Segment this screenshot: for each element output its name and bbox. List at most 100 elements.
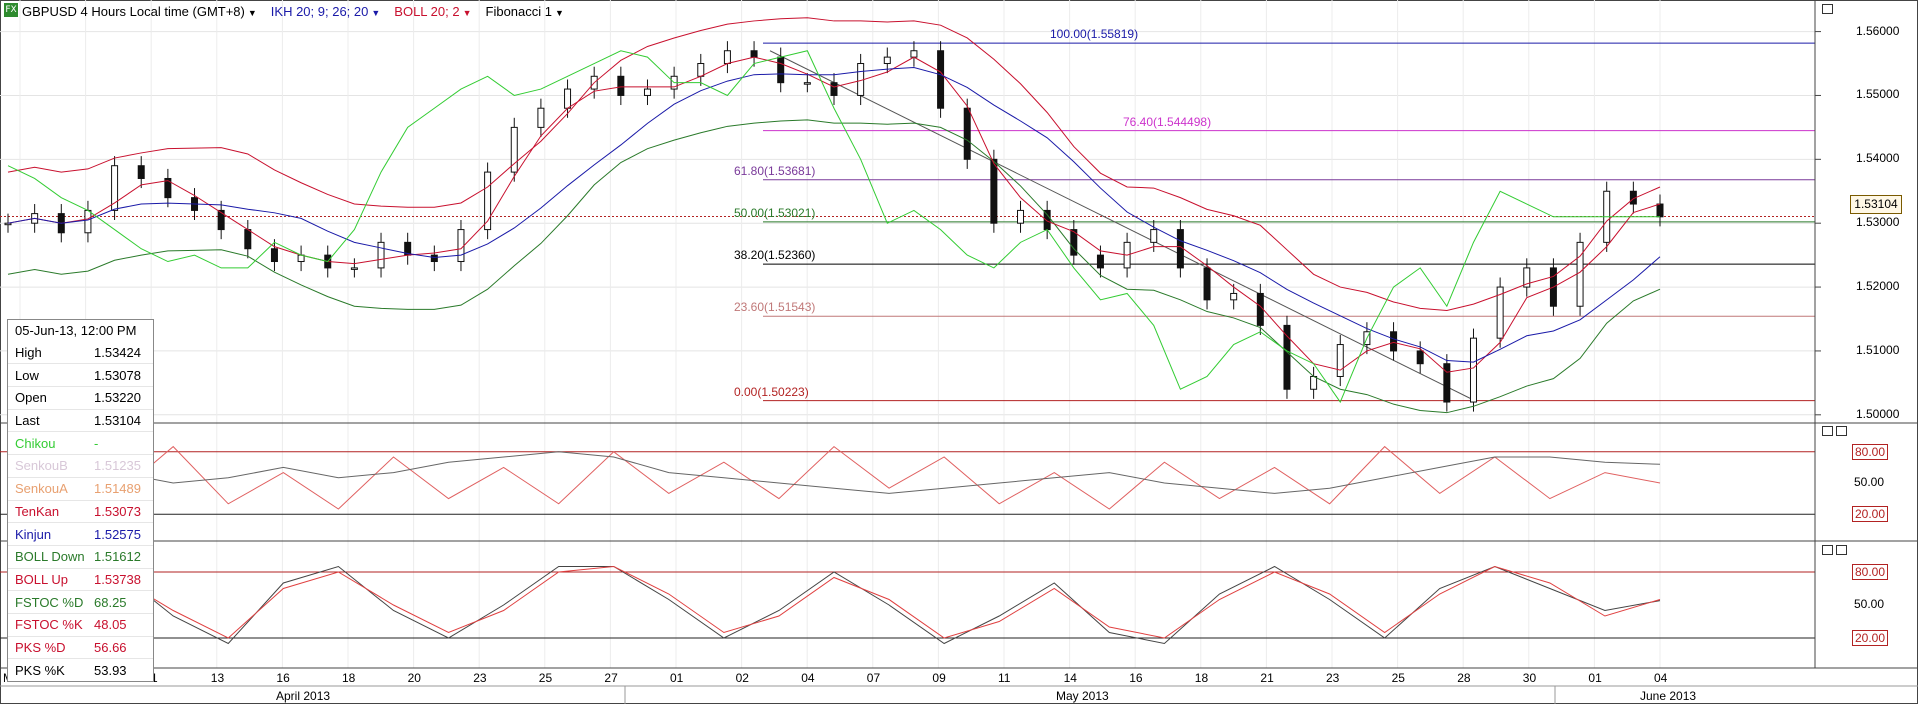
candle bbox=[1523, 267, 1531, 288]
data-window-value: 1.53073 bbox=[94, 503, 141, 519]
candle bbox=[1203, 267, 1211, 301]
data-window-row: Kinjun 1.52575 bbox=[8, 522, 153, 545]
candle bbox=[617, 75, 625, 96]
indicator-fibonacci[interactable]: Fibonacci 1 ▼ bbox=[485, 3, 564, 19]
data-window-key: TenKan bbox=[15, 503, 60, 519]
data-window-key: High bbox=[15, 345, 42, 361]
data-window-value: 1.53078 bbox=[94, 367, 141, 383]
data-window-value: 1.51489 bbox=[94, 481, 141, 497]
fib-level-label: 38.20(1.52360) bbox=[734, 248, 816, 263]
data-window-key: Open bbox=[15, 390, 47, 406]
candle bbox=[777, 56, 785, 84]
candle bbox=[1256, 292, 1264, 326]
candle bbox=[1576, 241, 1584, 307]
month-label: June 2013 bbox=[1640, 689, 1697, 703]
indicator-boll[interactable]: BOLL 20; 2 ▼ bbox=[394, 3, 472, 19]
candle bbox=[1496, 286, 1504, 339]
data-window-row: PKS %K 53.93 bbox=[8, 658, 153, 681]
date-axis-label: 01 bbox=[1588, 671, 1602, 685]
close-icon[interactable] bbox=[1836, 426, 1847, 436]
date-axis-label: 01 bbox=[670, 671, 684, 685]
candle bbox=[1443, 363, 1451, 403]
candle bbox=[1150, 229, 1158, 243]
chevron-down-icon: ▼ bbox=[555, 7, 564, 18]
candle bbox=[803, 82, 811, 85]
month-label: April 2013 bbox=[276, 689, 331, 703]
osc-axis-label: 80.00 bbox=[1852, 443, 1889, 460]
candle bbox=[723, 50, 731, 65]
symbol-title[interactable]: GBPUSD 4 Hours Local time (GMT+8) ▼ bbox=[22, 3, 257, 19]
date-axis-label: 23 bbox=[473, 671, 487, 685]
price-axis-label: 1.55000 bbox=[1856, 87, 1900, 102]
candle bbox=[484, 171, 492, 231]
osc-axis-label: 50.00 bbox=[1852, 475, 1887, 489]
candle bbox=[1283, 324, 1291, 390]
chevron-down-icon: ▼ bbox=[247, 7, 257, 18]
chevron-down-icon: ▼ bbox=[462, 7, 472, 18]
candle bbox=[1469, 337, 1477, 403]
data-window-key: SenkouB bbox=[15, 458, 68, 474]
candle bbox=[84, 209, 92, 234]
maximize-icon[interactable] bbox=[1822, 545, 1833, 555]
data-window-key: Low bbox=[15, 367, 39, 383]
date-axis-label: 21 bbox=[1260, 671, 1274, 685]
data-window-key: BOLL Up bbox=[15, 571, 68, 587]
close-icon[interactable] bbox=[1836, 545, 1847, 555]
data-window-row: BOLL Down 1.51612 bbox=[8, 544, 153, 568]
data-window-key: PKS %D bbox=[15, 639, 66, 655]
data-window-value: 53.93 bbox=[94, 662, 127, 678]
data-window-row: TenKan 1.53073 bbox=[8, 499, 153, 523]
date-axis-label: 02 bbox=[735, 671, 749, 685]
osc-axis-label: 20.00 bbox=[1852, 630, 1889, 646]
date-axis-label: 18 bbox=[1194, 671, 1209, 685]
candle bbox=[1017, 209, 1025, 224]
candle bbox=[164, 177, 172, 199]
fib-level-label: 0.00(1.50223) bbox=[734, 384, 809, 399]
data-window-key: BOLL Down bbox=[15, 549, 85, 565]
candle bbox=[457, 229, 465, 263]
trend-line bbox=[769, 50, 1476, 402]
date-axis-label: 27 bbox=[604, 671, 618, 685]
fib-level-label: 61.80(1.53681) bbox=[734, 163, 816, 178]
candle bbox=[963, 107, 971, 160]
data-window-value: 1.53424 bbox=[94, 345, 141, 361]
candle bbox=[510, 126, 518, 173]
maximize-icon[interactable] bbox=[1822, 426, 1833, 436]
date-axis-label: 14 bbox=[1063, 671, 1077, 685]
candle bbox=[137, 165, 145, 179]
maximize-icon[interactable] bbox=[1822, 4, 1833, 14]
data-window-value: - bbox=[94, 435, 99, 451]
candle bbox=[564, 88, 572, 109]
tenkan-line bbox=[7, 56, 1661, 373]
fstoc-kline bbox=[7, 451, 1661, 494]
data-window-value: 1.53220 bbox=[94, 390, 141, 406]
data-window-key: PKS %K bbox=[15, 662, 65, 678]
month-label: May 2013 bbox=[1056, 689, 1109, 703]
indicator-ikh[interactable]: IKH 20; 9; 26; 20 ▼ bbox=[270, 3, 381, 19]
data-window-row: FSTOC %K 48.05 bbox=[8, 612, 153, 636]
date-axis-label: 07 bbox=[866, 671, 881, 685]
candle bbox=[350, 267, 358, 270]
candle bbox=[217, 209, 225, 231]
kijun-line bbox=[7, 67, 1661, 363]
candle bbox=[1043, 209, 1051, 231]
candle bbox=[1070, 229, 1078, 256]
candle bbox=[270, 248, 278, 263]
date-axis-label: 30 bbox=[1522, 671, 1537, 685]
data-window-row: SenkouB 1.51235 bbox=[8, 454, 153, 477]
fstoc-pane bbox=[0, 445, 1815, 515]
data-window-date: 05-Jun-13, 12:00 PM bbox=[15, 323, 137, 339]
fstoc-dline bbox=[7, 445, 1661, 510]
data-window-row: Open 1.53220 bbox=[8, 386, 153, 409]
date-axis-label: 16 bbox=[1129, 671, 1143, 685]
date-axis-label: 09 bbox=[932, 671, 946, 685]
data-window-row: High 1.53424 bbox=[8, 342, 153, 364]
data-window-value: 1.53104 bbox=[94, 413, 141, 429]
data-window-row: Last 1.53104 bbox=[8, 408, 153, 432]
price-axis-label: 1.51000 bbox=[1856, 342, 1900, 357]
date-axis-label: 18 bbox=[342, 671, 356, 685]
candle bbox=[537, 107, 545, 128]
boll-up-line bbox=[7, 17, 1661, 311]
candle bbox=[244, 229, 252, 250]
